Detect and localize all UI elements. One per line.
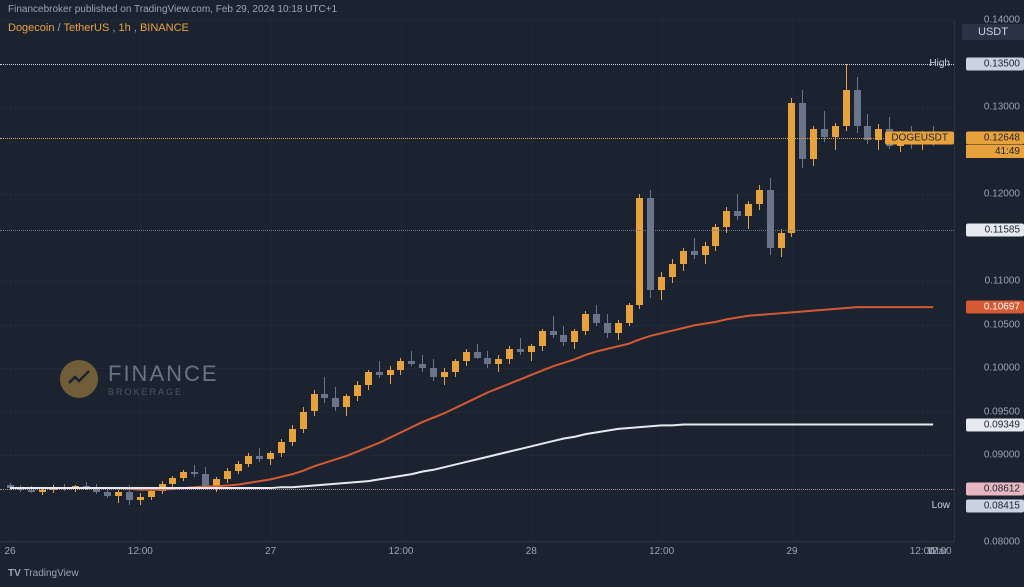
- countdown-badge: 41:49: [966, 145, 1024, 158]
- price-badge: 0.12648: [966, 131, 1024, 144]
- y-tick-label: 0.10000: [984, 363, 1020, 374]
- chart-root: Financebroker published on TradingView.c…: [0, 0, 1024, 587]
- x-axis: 2612:002712:002812:002912:00Mar12:00: [0, 541, 954, 563]
- x-tick-label: 12:00: [388, 546, 413, 557]
- price-badge: 0.09349: [966, 418, 1024, 431]
- ticker-badge: DOGEUSDT: [885, 131, 954, 144]
- watermark-line2: BROKERAGE: [108, 387, 219, 397]
- footer: TV TradingView: [0, 563, 1024, 587]
- price-badge: 0.13500: [966, 57, 1024, 70]
- price-badge: 0.10697: [966, 301, 1024, 314]
- tradingview-logo-icon: TV: [8, 568, 24, 579]
- publisher-line: Financebroker published on TradingView.c…: [0, 0, 1024, 20]
- ma-line-2: [0, 20, 954, 542]
- watermark: FINANCE BROKERAGE: [60, 360, 219, 398]
- y-tick-label: 0.10500: [984, 319, 1020, 330]
- x-tick-label: 26: [4, 546, 15, 557]
- x-tick-label: 12:00: [649, 546, 674, 557]
- x-tick-label: 27: [265, 546, 276, 557]
- watermark-logo-icon: [60, 360, 98, 398]
- high-label: High: [929, 58, 950, 69]
- price-hline: [0, 138, 954, 139]
- y-tick-label: 0.09500: [984, 406, 1020, 417]
- y-tick-label: 0.08000: [984, 537, 1020, 548]
- price-badge: 0.08612: [966, 482, 1024, 495]
- price-hline: [0, 64, 954, 65]
- footer-brand: TradingView: [24, 568, 79, 579]
- price-badge: 0.11585: [966, 224, 1024, 237]
- y-tick-label: 0.12000: [984, 189, 1020, 200]
- y-tick-label: 0.13000: [984, 102, 1020, 113]
- price-hline: [0, 489, 954, 490]
- chart-area[interactable]: [0, 20, 954, 542]
- y-tick-label: 0.09000: [984, 450, 1020, 461]
- x-tick-label: 28: [526, 546, 537, 557]
- yaxis-header: USDT: [962, 24, 1024, 40]
- y-axis: 0.140000.135000.130000.120000.110000.105…: [954, 20, 1024, 542]
- price-hline: [0, 230, 954, 231]
- low-label: Low: [932, 500, 950, 511]
- y-tick-label: 0.11000: [985, 276, 1020, 287]
- x-tick-label: 29: [786, 546, 797, 557]
- watermark-line1: FINANCE: [108, 361, 219, 387]
- x-tick-label: 12:00: [128, 546, 153, 557]
- x-tick-label: 12:00: [926, 546, 951, 557]
- price-badge: 0.08415: [966, 499, 1024, 512]
